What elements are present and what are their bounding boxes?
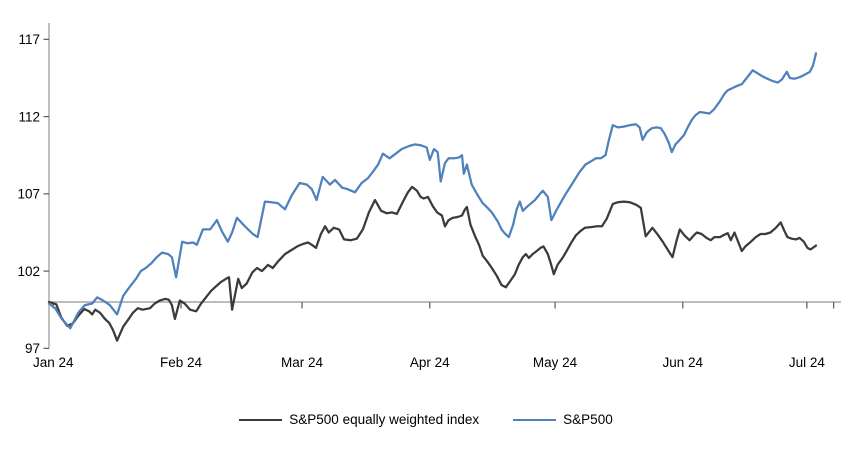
- y-axis-tick-labels: 117 112 107 102 97: [17, 32, 40, 356]
- x-tick-label: Jun 24: [663, 355, 704, 370]
- y-tick-label: 112: [18, 109, 40, 124]
- series-line-sp500: [47, 52, 818, 330]
- y-tick-label: 107: [17, 187, 40, 202]
- x-tick-label: Feb 24: [160, 355, 203, 370]
- y-tick-label: 102: [17, 264, 40, 279]
- chart-legend: S&P500 equally weighted index S&P500: [0, 412, 852, 427]
- legend-line-sample-blue: [513, 418, 557, 421]
- y-tick-label: 97: [25, 341, 40, 356]
- x-tick-label: May 24: [533, 355, 578, 370]
- legend-line-sample-dark: [239, 418, 283, 421]
- x-axis-tick-labels: Jan 24 Feb 24 Mar 24 Apr 24 May 24 Jun 2…: [33, 355, 825, 370]
- y-tick-label: 117: [18, 32, 40, 47]
- x-tick-label: Apr 24: [410, 355, 450, 370]
- x-tick-label: Jan 24: [33, 355, 74, 370]
- series-line-sp500-equal-weighted: [47, 185, 818, 342]
- legend-item-sp500: S&P500: [513, 412, 613, 427]
- x-tick-label: Mar 24: [281, 355, 324, 370]
- x-tick-label: Jul 24: [789, 355, 826, 370]
- x-axis-ticks: [52, 302, 835, 309]
- y-axis-ticks: [43, 38, 49, 349]
- legend-label: S&P500 equally weighted index: [289, 412, 480, 427]
- legend-label: S&P500: [563, 412, 613, 427]
- legend-item-sp500-equal-weighted: S&P500 equally weighted index: [239, 412, 479, 427]
